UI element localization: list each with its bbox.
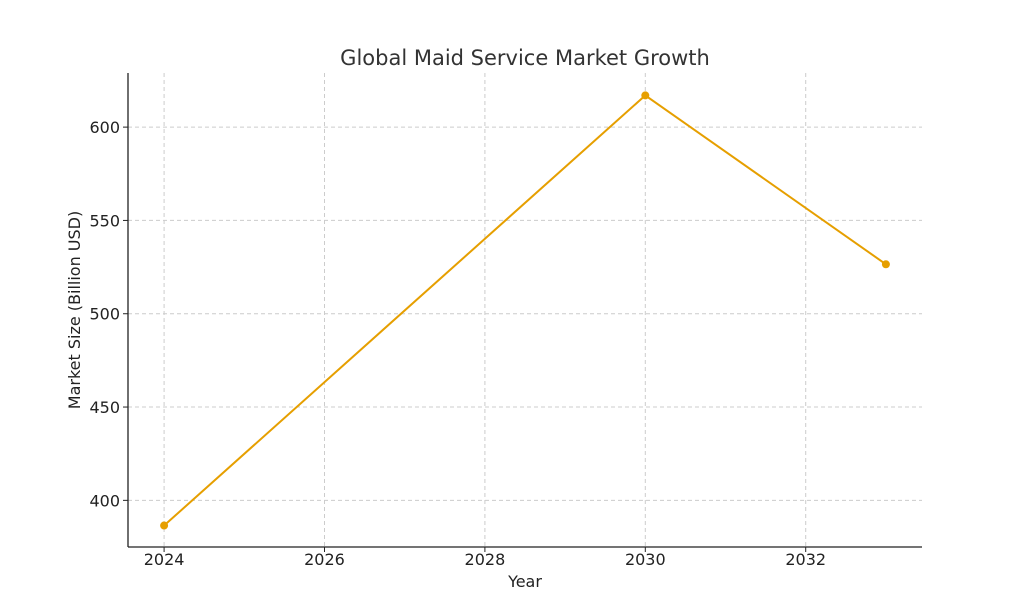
y-tick-label: 550 <box>89 211 120 230</box>
y-axis-label: Market Size (Billion USD) <box>65 211 84 409</box>
chart-title: Global Maid Service Market Growth <box>340 46 710 70</box>
y-tick-label: 600 <box>89 118 120 137</box>
x-tick-label: 2024 <box>144 550 185 569</box>
x-tick-label: 2032 <box>785 550 826 569</box>
data-point <box>641 91 650 100</box>
series-line <box>163 94 887 527</box>
y-tick-label: 500 <box>89 305 120 324</box>
data-point <box>881 260 890 269</box>
axes <box>127 73 922 548</box>
x-tick-label: 2028 <box>465 550 506 569</box>
data-point <box>160 521 169 530</box>
x-tick-label: 2026 <box>304 550 345 569</box>
grid-lines <box>128 73 922 547</box>
x-axis-label: Year <box>507 572 542 591</box>
x-tick-label: 2030 <box>625 550 666 569</box>
ticks: 2024 2026 2028 2030 2032 400 450 500 550 600 <box>89 118 826 569</box>
series-layer <box>160 91 890 530</box>
y-tick-label: 400 <box>89 491 120 510</box>
y-tick-label: 450 <box>89 398 120 417</box>
